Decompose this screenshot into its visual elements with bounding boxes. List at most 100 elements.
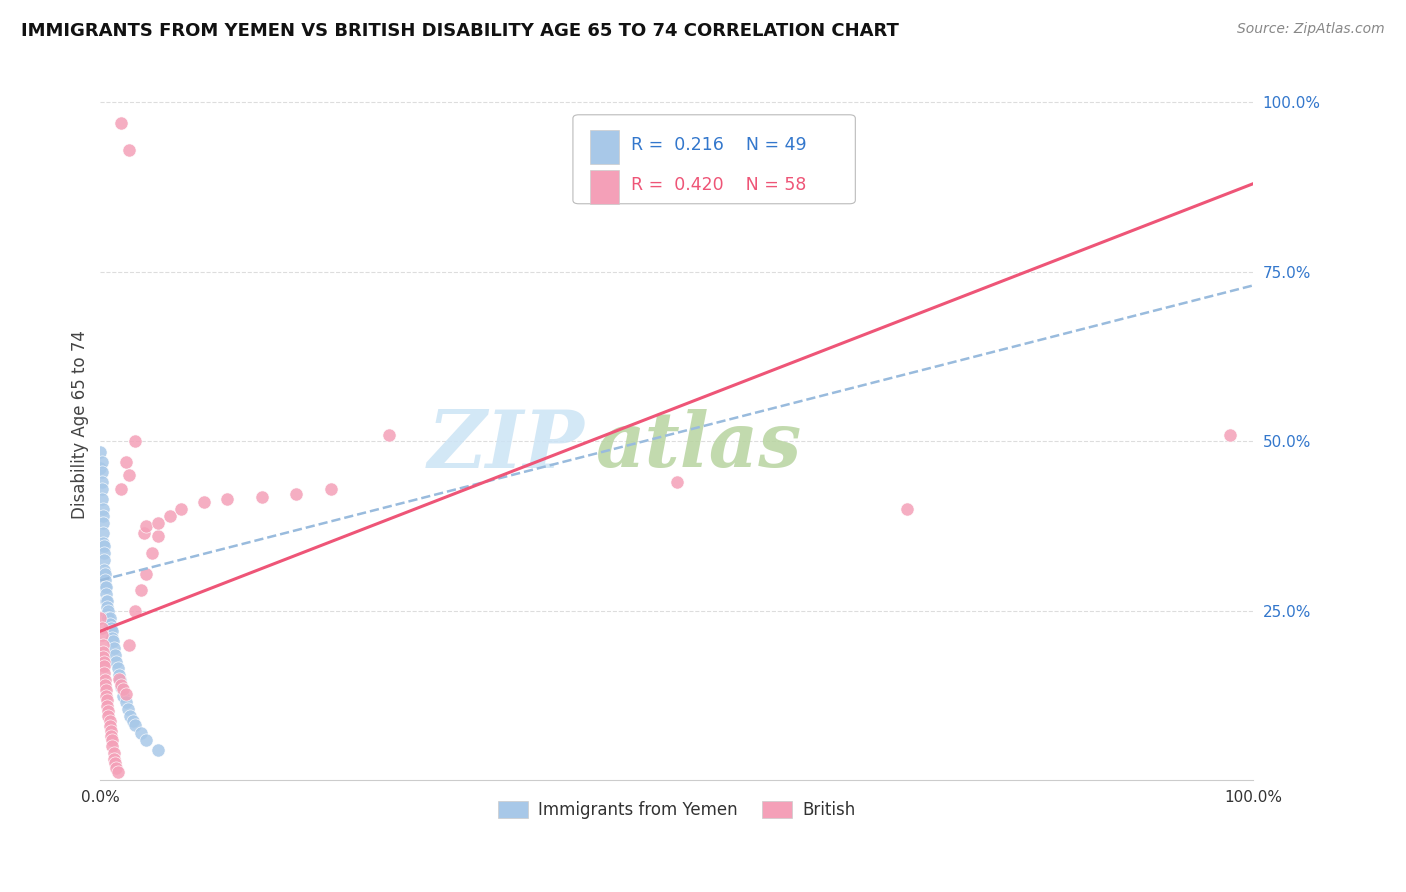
Point [250, 490, 273, 504]
Point [90, 475, 112, 489]
Point [217, 491, 239, 506]
Point [105, 761, 128, 775]
Point [665, 475, 688, 489]
Point [91, 649, 114, 664]
Point [91, 508, 114, 523]
Point [89, 444, 111, 458]
FancyBboxPatch shape [591, 169, 619, 203]
Point [97, 709, 120, 723]
Point [90, 627, 112, 641]
Point [129, 726, 152, 740]
Point [319, 482, 342, 496]
Point [146, 743, 169, 757]
Point [118, 638, 141, 652]
Point [89, 610, 111, 624]
Point [97, 610, 120, 624]
Point [118, 143, 141, 157]
Point [112, 689, 135, 703]
Point [98, 714, 121, 728]
Point [93, 666, 115, 681]
Text: atlas: atlas [596, 409, 803, 483]
Point [94, 673, 117, 687]
Point [91, 516, 114, 530]
Point [120, 709, 142, 723]
Point [101, 631, 124, 645]
Point [110, 116, 132, 130]
Y-axis label: Disability Age 65 to 74: Disability Age 65 to 74 [72, 330, 89, 519]
Point [93, 546, 115, 560]
Point [94, 580, 117, 594]
Point [91, 644, 114, 658]
Point [103, 751, 125, 765]
Point [135, 519, 157, 533]
Point [94, 678, 117, 692]
Point [112, 681, 135, 696]
Point [121, 714, 143, 728]
Point [103, 641, 125, 656]
Point [91, 536, 114, 550]
Point [94, 593, 117, 607]
Point [170, 502, 193, 516]
Point [101, 634, 124, 648]
Point [141, 546, 163, 560]
Point [91, 525, 114, 540]
Point [89, 461, 111, 475]
Point [96, 698, 118, 713]
Point [107, 765, 129, 780]
Point [285, 487, 308, 501]
Point [896, 502, 918, 516]
Point [100, 723, 122, 738]
Point [117, 702, 139, 716]
Point [96, 693, 118, 707]
Point [93, 553, 115, 567]
Point [96, 607, 118, 622]
Point [96, 600, 118, 615]
Point [124, 434, 146, 449]
Point [98, 610, 121, 624]
Point [97, 704, 120, 718]
Point [107, 672, 129, 686]
Point [93, 655, 115, 669]
Point [97, 604, 120, 618]
Text: IMMIGRANTS FROM YEMEN VS BRITISH DISABILITY AGE 65 TO 74 CORRELATION CHART: IMMIGRANTS FROM YEMEN VS BRITISH DISABIL… [21, 22, 898, 40]
Point [94, 566, 117, 581]
Point [129, 583, 152, 598]
Point [146, 516, 169, 530]
Point [91, 502, 114, 516]
Point [146, 529, 169, 543]
Legend: Immigrants from Yemen, British: Immigrants from Yemen, British [491, 794, 862, 825]
Point [135, 732, 157, 747]
Point [94, 574, 117, 588]
Point [94, 580, 117, 594]
Point [91, 638, 114, 652]
Point [118, 468, 141, 483]
Point [105, 655, 128, 669]
FancyBboxPatch shape [591, 129, 619, 164]
Point [90, 482, 112, 496]
Point [103, 746, 125, 760]
Point [114, 687, 136, 701]
Point [100, 621, 122, 635]
Point [159, 508, 181, 523]
Point [107, 668, 129, 682]
Point [101, 732, 124, 747]
Point [193, 495, 215, 509]
Point [90, 491, 112, 506]
Point [104, 648, 127, 662]
Point [114, 455, 136, 469]
Point [96, 593, 118, 607]
Point [93, 659, 115, 673]
Point [104, 756, 127, 771]
Point [93, 540, 115, 554]
Point [107, 661, 129, 675]
Text: R =  0.420    N = 58: R = 0.420 N = 58 [630, 177, 806, 194]
Point [135, 566, 157, 581]
Point [94, 587, 117, 601]
Point [114, 695, 136, 709]
Point [90, 455, 112, 469]
Point [98, 617, 121, 632]
Point [110, 678, 132, 692]
Text: R =  0.216    N = 49: R = 0.216 N = 49 [630, 136, 806, 154]
Point [124, 604, 146, 618]
Point [134, 525, 156, 540]
